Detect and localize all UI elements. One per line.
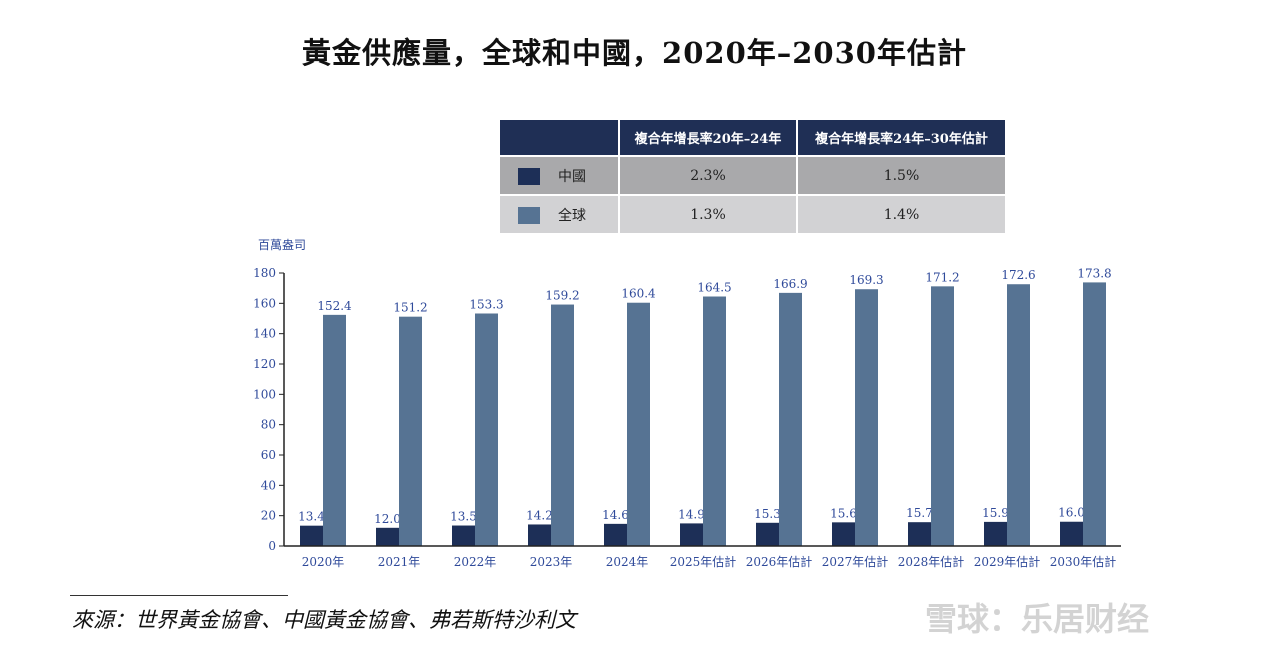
legend-label: 全球 bbox=[558, 207, 586, 224]
data-label: 171.2 bbox=[925, 270, 959, 284]
data-label: 152.4 bbox=[317, 299, 352, 313]
data-label: 169.3 bbox=[849, 273, 883, 287]
bar-china bbox=[528, 524, 551, 546]
y-tick-label: 80 bbox=[261, 418, 276, 432]
bar-global bbox=[551, 304, 574, 546]
data-label: 172.6 bbox=[1001, 268, 1035, 282]
x-tick-label: 2027年估計 bbox=[822, 554, 889, 569]
bar-china bbox=[300, 525, 323, 546]
data-label: 159.2 bbox=[545, 289, 579, 303]
x-tick-label: 2023年 bbox=[530, 555, 573, 569]
bar-china bbox=[376, 527, 399, 546]
x-tick-label: 2021年 bbox=[378, 555, 421, 569]
data-label: 13.5 bbox=[450, 510, 477, 524]
bar-china bbox=[908, 522, 931, 546]
data-label: 15.7 bbox=[906, 506, 933, 520]
bar-china bbox=[984, 521, 1007, 546]
bar-global bbox=[627, 302, 650, 546]
y-tick-label: 120 bbox=[253, 357, 276, 371]
y-axis-unit: 百萬盎司 bbox=[258, 238, 307, 252]
y-tick-label: 100 bbox=[253, 387, 276, 401]
table-header: 複合年增長率24年–30年估計 bbox=[798, 120, 1005, 155]
source-divider bbox=[70, 595, 288, 596]
bar-global bbox=[1083, 282, 1106, 546]
data-label: 15.6 bbox=[830, 506, 857, 520]
y-tick-label: 40 bbox=[261, 478, 276, 492]
data-label: 173.8 bbox=[1077, 266, 1111, 280]
legend-swatch bbox=[518, 168, 540, 185]
bar-china bbox=[756, 522, 779, 546]
chart-title: 黃金供應量，全球和中國，2020年–2030年估計 bbox=[302, 36, 967, 70]
data-label: 14.6 bbox=[602, 508, 629, 522]
table-cell: 1.5% bbox=[798, 157, 1005, 194]
y-tick-label: 140 bbox=[253, 327, 276, 341]
legend-swatch bbox=[518, 207, 540, 224]
data-label: 164.5 bbox=[697, 281, 731, 295]
data-label: 12.0 bbox=[374, 512, 401, 526]
bar-global bbox=[475, 313, 498, 546]
bar-global bbox=[855, 289, 878, 546]
y-tick-label: 60 bbox=[261, 448, 276, 462]
watermark: 雪球：乐居财经 bbox=[925, 600, 1150, 638]
x-tick-label: 2022年 bbox=[454, 555, 497, 569]
legend-global: 全球 bbox=[500, 196, 618, 233]
bar-global bbox=[779, 292, 802, 546]
x-tick-label: 2024年 bbox=[606, 555, 649, 569]
y-tick-label: 0 bbox=[268, 539, 276, 553]
table-header-blank bbox=[500, 120, 618, 155]
bar-china bbox=[604, 523, 627, 546]
x-tick-label: 2020年 bbox=[302, 555, 345, 569]
legend-label: 中國 bbox=[558, 168, 586, 185]
x-tick-label: 2028年估計 bbox=[898, 554, 965, 569]
y-tick-label: 160 bbox=[253, 296, 276, 310]
x-tick-label: 2029年估計 bbox=[974, 554, 1041, 569]
table-row: 全球 1.3% 1.4% bbox=[500, 196, 1005, 233]
table-row: 中國 2.3% 1.5% bbox=[500, 157, 1005, 194]
source-note: 來源：世界黃金協會、中國黃金協會、弗若斯特沙利文 bbox=[72, 608, 576, 632]
bar-global bbox=[1007, 284, 1030, 546]
x-tick-label: 2030年估計 bbox=[1050, 554, 1117, 569]
y-tick-label: 20 bbox=[261, 509, 276, 523]
data-label: 14.2 bbox=[526, 508, 553, 522]
data-label: 153.3 bbox=[469, 297, 503, 311]
bar-china bbox=[832, 522, 855, 546]
table-header-row: 複合年增長率20年–24年 複合年增長率24年–30年估計 bbox=[500, 120, 1005, 155]
x-tick-label: 2025年估計 bbox=[670, 554, 737, 569]
table-cell: 2.3% bbox=[620, 157, 796, 194]
table-cell: 1.4% bbox=[798, 196, 1005, 233]
data-label: 13.4 bbox=[298, 510, 325, 524]
cagr-table: 複合年增長率20年–24年 複合年增長率24年–30年估計 中國 2.3% 1.… bbox=[498, 118, 1007, 235]
bar-global bbox=[931, 286, 954, 546]
x-tick-label: 2026年估計 bbox=[746, 554, 813, 569]
bar-global bbox=[323, 314, 346, 546]
legend-china: 中國 bbox=[500, 157, 618, 194]
data-label: 16.0 bbox=[1058, 506, 1085, 520]
bar-china bbox=[680, 523, 703, 546]
data-label: 151.2 bbox=[393, 301, 427, 315]
data-label: 14.9 bbox=[678, 507, 705, 521]
bar-china bbox=[1060, 521, 1083, 546]
y-tick-label: 180 bbox=[253, 266, 276, 280]
data-label: 15.3 bbox=[754, 507, 781, 521]
bar-china bbox=[452, 525, 475, 546]
data-label: 15.9 bbox=[982, 506, 1009, 520]
bar-global bbox=[399, 316, 422, 546]
data-label: 166.9 bbox=[773, 277, 807, 291]
data-label: 160.4 bbox=[621, 287, 656, 301]
bar-global bbox=[703, 296, 726, 546]
table-cell: 1.3% bbox=[620, 196, 796, 233]
table-header: 複合年增長率20年–24年 bbox=[620, 120, 796, 155]
